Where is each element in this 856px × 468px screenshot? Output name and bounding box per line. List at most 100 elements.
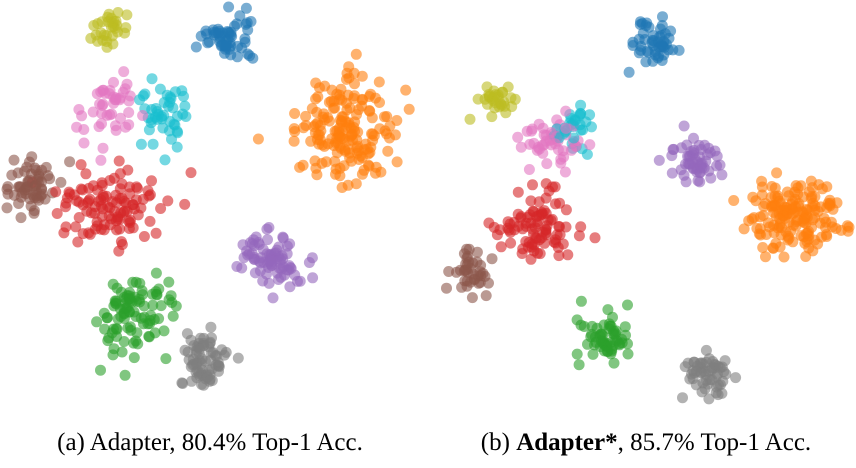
scatter-point-class-1: [329, 102, 341, 114]
scatter-point-class-1: [350, 48, 362, 60]
scatter-point-class-6: [94, 98, 106, 110]
scatter-point-class-1: [738, 223, 750, 235]
scatter-point-class-5: [28, 207, 40, 219]
scatter-point-class-4: [699, 139, 711, 151]
scatter-point-class-2: [158, 325, 170, 337]
scatter-point-class-3: [162, 195, 174, 207]
scatter-point-class-2: [91, 316, 103, 328]
scatter-point-class-4: [283, 260, 295, 272]
scatter-point-class-2: [586, 328, 598, 340]
scatter-point-class-0: [240, 2, 252, 14]
scatter-point-class-9: [586, 121, 597, 133]
scatter-point-class-1: [350, 178, 362, 190]
scatter-point-class-8: [121, 9, 133, 21]
scatter-point-class-2: [608, 357, 620, 369]
scatter-point-class-1: [341, 104, 353, 116]
scatter-point-class-5: [13, 198, 25, 209]
scatter-point-class-6: [78, 137, 90, 149]
scatter-point-class-0: [239, 33, 251, 45]
caption-a-accuracy: , 80.4% Top-1 Acc.: [169, 429, 363, 456]
scatter-point-class-3: [123, 223, 135, 234]
scatter-point-class-9: [574, 109, 586, 121]
scatter-point-class-4: [257, 275, 269, 287]
scatter-point-class-1: [403, 103, 415, 115]
scatter-point-class-4: [271, 244, 283, 256]
scatter-point-class-8: [103, 8, 115, 20]
scatter-point-class-5: [15, 212, 27, 224]
scatter-point-class-1: [391, 156, 403, 168]
scatter-point-class-5: [8, 154, 20, 166]
scatter-point-class-9: [167, 102, 179, 114]
scatter-point-class-2: [128, 337, 140, 349]
caption-a-method: Adapter: [89, 429, 170, 456]
scatter-point-class-3: [589, 232, 601, 244]
scatter-point-class-2: [130, 311, 142, 322]
scatter-point-class-2: [607, 311, 618, 323]
scatter-point-class-1: [767, 242, 779, 254]
scatter-point-class-5: [479, 270, 491, 282]
scatter-point-class-3: [124, 214, 136, 226]
scatter-point-class-8: [101, 36, 113, 47]
scatter-point-class-2: [589, 339, 600, 351]
scatter-point-class-3: [114, 183, 126, 195]
scatter-point-class-3: [553, 250, 565, 262]
scatter-point-class-3: [522, 241, 534, 253]
scatter-point-class-1: [330, 163, 342, 175]
scatter-point-class-3: [82, 197, 94, 209]
scatter-point-class-6: [137, 110, 149, 121]
scatter-point-class-1: [788, 207, 800, 218]
scatter-point-class-1: [790, 180, 802, 192]
scatter-point-class-2: [145, 309, 157, 321]
scatter-point-class-9: [584, 109, 596, 121]
scatter-point-class-0: [635, 44, 647, 56]
scatter-point-class-5: [458, 248, 470, 260]
scatter-point-class-3: [58, 227, 70, 239]
scatter-point-class-4: [694, 176, 706, 188]
scatter-point-class-4: [262, 234, 273, 246]
scatter-point-class-7: [709, 358, 721, 370]
scatter-point-class-1: [842, 225, 854, 237]
scatter-point-class-4: [281, 248, 293, 260]
scatter-point-class-1: [809, 204, 821, 216]
scatter-point-class-8: [106, 17, 118, 29]
scatter-point-class-5: [30, 179, 42, 191]
scatter-point-class-6: [565, 144, 577, 156]
scatter-point-class-1: [799, 237, 811, 249]
scatter-point-class-4: [653, 154, 665, 166]
scatter-point-class-6: [551, 114, 563, 126]
scatter-point-class-0: [220, 40, 232, 52]
scatter-point-class-8: [92, 35, 104, 47]
scatter-point-class-1: [778, 251, 790, 263]
scatter-point-class-1: [363, 105, 375, 116]
scatter-point-class-3: [508, 216, 520, 228]
scatter-point-class-7: [730, 372, 742, 384]
scatter-point-class-2: [115, 311, 127, 322]
scatter-point-class-3: [573, 230, 585, 242]
scatter-point-class-9: [574, 119, 586, 131]
scatter-point-class-0: [657, 40, 669, 52]
scatter-point-class-2: [609, 329, 620, 341]
scatter-point-class-2: [134, 296, 146, 308]
scatter-point-class-3: [551, 229, 563, 241]
scatter-point-class-1: [344, 147, 356, 159]
scatter-point-class-1: [289, 108, 301, 119]
scatter-point-class-1: [389, 129, 401, 141]
scatter-point-class-6: [560, 122, 572, 134]
scatter-point-class-6: [78, 124, 90, 135]
scatter-point-class-2: [587, 348, 599, 360]
scatter-point-class-6: [512, 131, 524, 143]
scatter-point-class-2: [147, 299, 159, 311]
scatter-point-class-3: [132, 182, 143, 194]
scatter-point-class-2: [134, 277, 146, 289]
scatter-point-class-2: [597, 330, 609, 341]
scatter-point-class-4: [711, 160, 723, 172]
scatter-point-class-3: [124, 188, 136, 200]
scatter-point-class-1: [311, 169, 323, 181]
scatter-point-class-2: [150, 267, 162, 279]
scatter-point-class-1: [743, 215, 755, 227]
tsne-plot-b: [436, 0, 856, 420]
scatter-point-class-7: [712, 379, 724, 391]
scatter-point-class-0: [212, 23, 224, 35]
scatter-point-class-3: [100, 190, 112, 202]
scatter-point-class-1: [760, 251, 771, 263]
